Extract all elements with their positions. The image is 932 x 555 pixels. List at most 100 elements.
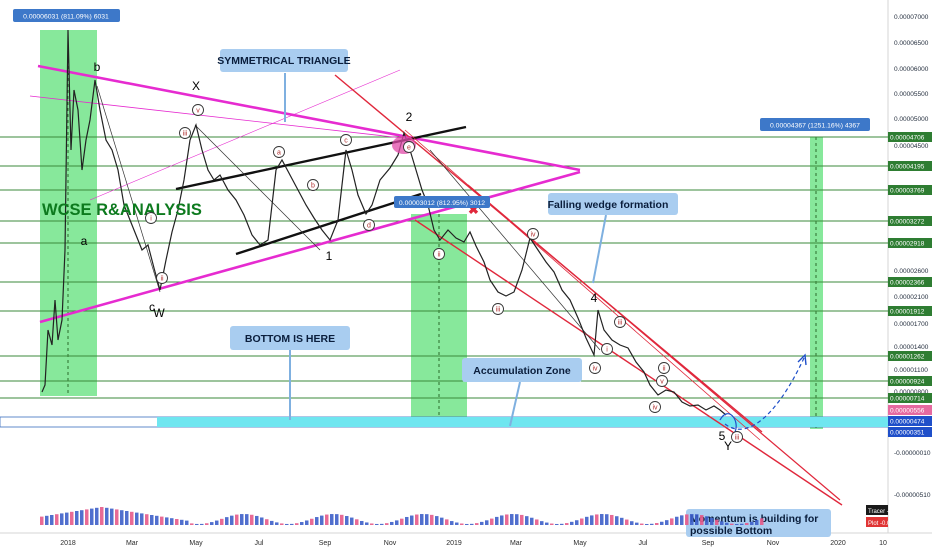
time-tick-label: Sep	[702, 540, 715, 547]
callout-text: Accumulation Zone	[473, 365, 571, 377]
thin-trendline	[194, 124, 321, 251]
level-label-box	[888, 216, 932, 226]
price-tick-label: 0.00002600	[894, 268, 929, 275]
callout-pointer	[592, 214, 607, 284]
momentum-bar	[355, 519, 359, 525]
momentum-bar	[495, 516, 499, 525]
momentum-bar	[475, 523, 479, 525]
callout-bottom[interactable]	[230, 326, 350, 350]
circled-label: iv	[589, 362, 601, 374]
momentum-bar	[70, 511, 74, 525]
circled-label: e	[403, 141, 415, 153]
time-tick-label: 2018	[60, 540, 76, 547]
momentum-bar	[310, 518, 314, 525]
circled-label: iii	[492, 303, 504, 315]
momentum-bar	[735, 523, 739, 525]
circled-label: iii	[731, 431, 743, 443]
momentum-bar	[570, 521, 574, 525]
callout-text: Momentum is building for	[690, 513, 818, 525]
projection-arrow	[797, 353, 807, 366]
circled-label: d	[363, 219, 375, 231]
momentum-bar	[170, 518, 174, 525]
momentum-bar	[150, 515, 154, 525]
level-label: 0.00000556	[890, 408, 925, 415]
level-label-box	[888, 393, 932, 403]
momentum-bar	[245, 514, 249, 525]
momentum-bar	[485, 520, 489, 525]
svg-text:iv: iv	[652, 405, 658, 412]
time-tick-label: Mar	[510, 540, 523, 547]
callout-pointer	[509, 381, 521, 427]
momentum-bar	[155, 515, 159, 525]
momentum-bar	[645, 523, 649, 525]
circled-label: b	[307, 179, 319, 191]
momentum-bar	[185, 520, 189, 525]
time-tick-label: 2019	[446, 540, 462, 547]
wave-label: W	[153, 306, 165, 320]
level-label-box	[888, 306, 932, 316]
callout-falling-wedge[interactable]	[548, 193, 678, 215]
momentum-bar	[335, 514, 339, 525]
momentum-bar	[350, 517, 354, 525]
level-label: 0.00000474	[890, 419, 925, 426]
projection-path	[724, 357, 805, 430]
price-axis-ticks: 0.00007000 0.00006500 0.00006000 0.00005500…	[894, 14, 931, 499]
momentum-bar	[630, 521, 634, 525]
momentum-bar	[665, 520, 669, 525]
momentum-bar	[550, 523, 554, 525]
price-tick-label: 0.00005000	[894, 116, 929, 123]
momentum-bar	[680, 515, 684, 525]
thin-trendline	[29, 95, 421, 141]
momentum-bar	[180, 519, 184, 525]
level-label: 0.00003769	[890, 188, 925, 195]
momentum-bar	[235, 514, 239, 525]
momentum-bar	[710, 517, 714, 525]
level-label-box	[888, 376, 932, 386]
momentum-bar	[760, 518, 764, 525]
price-tick-label: -0.00000010	[894, 450, 931, 457]
momentum-bar	[175, 519, 179, 525]
callout-accumulation[interactable]	[462, 358, 582, 382]
callout-symmetrical-triangle[interactable]	[220, 49, 348, 72]
thin-trendline	[89, 69, 401, 201]
svg-text:iv: iv	[592, 366, 598, 373]
price-tick-label: 0.00001700	[894, 321, 929, 328]
momentum-bar	[100, 507, 104, 525]
momentum-bar	[95, 507, 99, 525]
momentum-bar	[555, 523, 559, 525]
level-label: 0.00000924	[890, 379, 925, 386]
momentum-bar	[700, 515, 704, 525]
momentum-bar	[275, 522, 279, 525]
svg-text:e: e	[407, 145, 411, 152]
momentum-bar	[250, 514, 254, 525]
price-level-labels: 0.00004706 0.00004195 0.00003769 0.00003272…	[888, 132, 932, 437]
tracer-tag-text: Tracer -0.0	[868, 509, 898, 515]
level-label: 0.00000714	[890, 396, 925, 403]
momentum-bar	[745, 522, 749, 525]
range-tag-text: 0.00003012 (812.95%) 3012	[399, 200, 485, 207]
momentum-bar	[110, 508, 114, 525]
circled-label: iii	[179, 127, 191, 139]
level-label: 0.00001262	[890, 354, 925, 361]
analyst-watermark: WCSE R&ANALYSIS	[42, 201, 202, 219]
momentum-bar	[705, 516, 709, 525]
plot-tag	[866, 517, 888, 527]
price-tick-label: 0.00006500	[894, 40, 929, 47]
momentum-bar	[240, 514, 244, 525]
momentum-bar	[230, 515, 234, 525]
circled-label: v	[656, 375, 668, 387]
wave-label: c	[149, 300, 155, 314]
svg-text:ii: ii	[662, 366, 666, 373]
svg-text:i: i	[606, 347, 608, 354]
momentum-bar	[220, 518, 224, 525]
momentum-bar	[205, 523, 209, 525]
level-label-box	[888, 161, 932, 171]
momentum-bar	[615, 516, 619, 525]
circled-label: a	[273, 146, 285, 158]
momentum-bar	[305, 520, 309, 525]
time-tick-label: Nov	[767, 540, 780, 547]
triangle-upper-line	[37, 64, 581, 172]
svg-text:iii: iii	[735, 435, 740, 442]
